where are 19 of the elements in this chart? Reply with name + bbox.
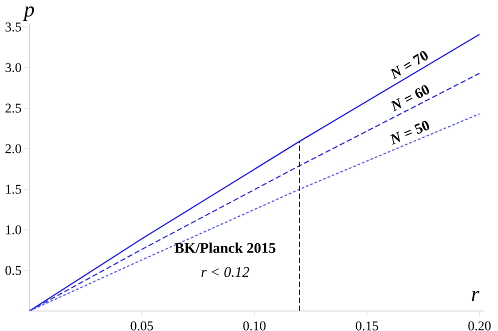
y-tick-label: 0.5 xyxy=(5,266,22,275)
line-series xyxy=(29,113,480,311)
x-tick-label: 0.10 xyxy=(243,321,266,330)
y-tick-label: 3.0 xyxy=(6,63,22,72)
x-tick-label: 0.20 xyxy=(468,321,491,330)
x-tick-label: 0.05 xyxy=(130,321,154,330)
y-tick-label: 2.5 xyxy=(6,104,22,113)
y-tick-label: 3.5 xyxy=(6,22,22,32)
text: N = 60 xyxy=(390,85,430,112)
x-tick-label: 0.15 xyxy=(356,321,378,330)
y-tick-label: 1.5 xyxy=(6,184,22,194)
text: N = 50 xyxy=(390,120,430,145)
annotation: r < 0.12 xyxy=(201,267,250,278)
text: N = 70 xyxy=(390,51,428,80)
x-axis-title: r xyxy=(472,290,480,301)
y-axis-title: p xyxy=(22,6,34,21)
annotation: BK/Planck 2015 xyxy=(174,242,276,253)
y-tick-label: 1.0 xyxy=(6,225,22,234)
y-tick-label: 2.0 xyxy=(6,144,22,154)
